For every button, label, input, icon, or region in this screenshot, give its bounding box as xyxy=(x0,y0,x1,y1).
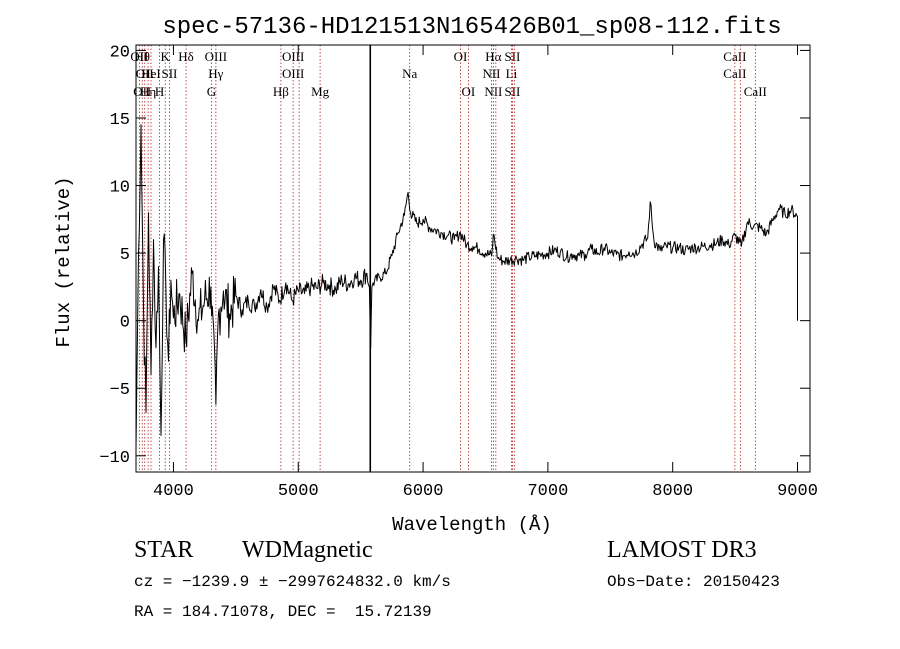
observation-date: Obs−Date: 20150423 xyxy=(607,573,780,591)
x-tick-label: 9000 xyxy=(777,482,818,501)
y-tick-label: −5 xyxy=(110,381,130,400)
x-tick-label: 8000 xyxy=(652,482,693,501)
chart-title: spec-57136-HD121513N165426B01_sp08-112.f… xyxy=(162,14,781,41)
axes: 4000 5000 6000 7000 8000 9000 −10 −5 0 5 10 15 20 xyxy=(99,43,818,501)
coordinates-readout: RA = 184.71078, DEC = 15.72139 xyxy=(134,603,432,621)
line-label: NII xyxy=(484,84,502,99)
line-label: Hη xyxy=(140,84,156,99)
line-label: CaII xyxy=(744,84,767,99)
survey-name: LAMOST DR3 xyxy=(607,537,757,563)
line-label: SII xyxy=(504,84,520,99)
x-tick-label: 4000 xyxy=(153,482,194,501)
line-label: Hβ xyxy=(273,84,289,99)
line-label: SII xyxy=(162,66,178,81)
plot-frame xyxy=(135,44,811,473)
line-label: Li xyxy=(506,66,518,81)
line-label: Hγ xyxy=(208,66,223,81)
x-tick-label: 7000 xyxy=(527,482,568,501)
line-label: OIII xyxy=(282,49,304,64)
flux-line xyxy=(135,124,798,450)
line-label: Hθ xyxy=(134,49,150,64)
line-label: NII xyxy=(482,66,500,81)
y-axis-label: Flux (relative) xyxy=(53,176,75,347)
x-axis-label: Wavelength (Å) xyxy=(392,514,552,536)
x-tick-label: 5000 xyxy=(278,482,319,501)
line-label: K xyxy=(161,49,171,64)
object-class: STAR xyxy=(134,537,194,563)
line-label: H xyxy=(155,84,164,99)
y-tick-label: −10 xyxy=(99,449,130,468)
line-label: SII xyxy=(504,49,520,64)
line-label: Mg xyxy=(311,84,330,99)
spectrum-series xyxy=(135,124,798,450)
line-label: OII xyxy=(136,66,154,81)
line-label: OIII xyxy=(282,66,304,81)
y-tick-label: 20 xyxy=(110,43,130,62)
line-label: Hα xyxy=(485,49,501,64)
y-tick-label: 15 xyxy=(110,111,130,130)
y-tick-label: 10 xyxy=(110,179,130,198)
emission-line-markers: OIIHθOIIOIIHηHeIHKSIIHδGOIIIHγHβOIIIOIII… xyxy=(130,45,767,472)
object-subclass: WDMagnetic xyxy=(242,537,373,563)
line-label: G xyxy=(207,84,216,99)
line-label: Na xyxy=(402,66,417,81)
line-label: OII xyxy=(130,49,148,64)
line-label: HeI xyxy=(141,66,161,81)
y-tick-label: 0 xyxy=(120,314,130,333)
x-tick-label: 6000 xyxy=(403,482,444,501)
line-label: OIII xyxy=(205,49,227,64)
redshift-readout: cz = −1239.9 ± −2997624832.0 km/s xyxy=(134,573,451,591)
line-label: OI xyxy=(454,49,468,64)
line-label: CaII xyxy=(723,66,746,81)
line-label: OI xyxy=(462,84,476,99)
line-label: Hδ xyxy=(178,49,194,64)
line-label: CaII xyxy=(723,49,746,64)
line-label: OII xyxy=(133,84,151,99)
y-tick-label: 5 xyxy=(120,246,130,265)
